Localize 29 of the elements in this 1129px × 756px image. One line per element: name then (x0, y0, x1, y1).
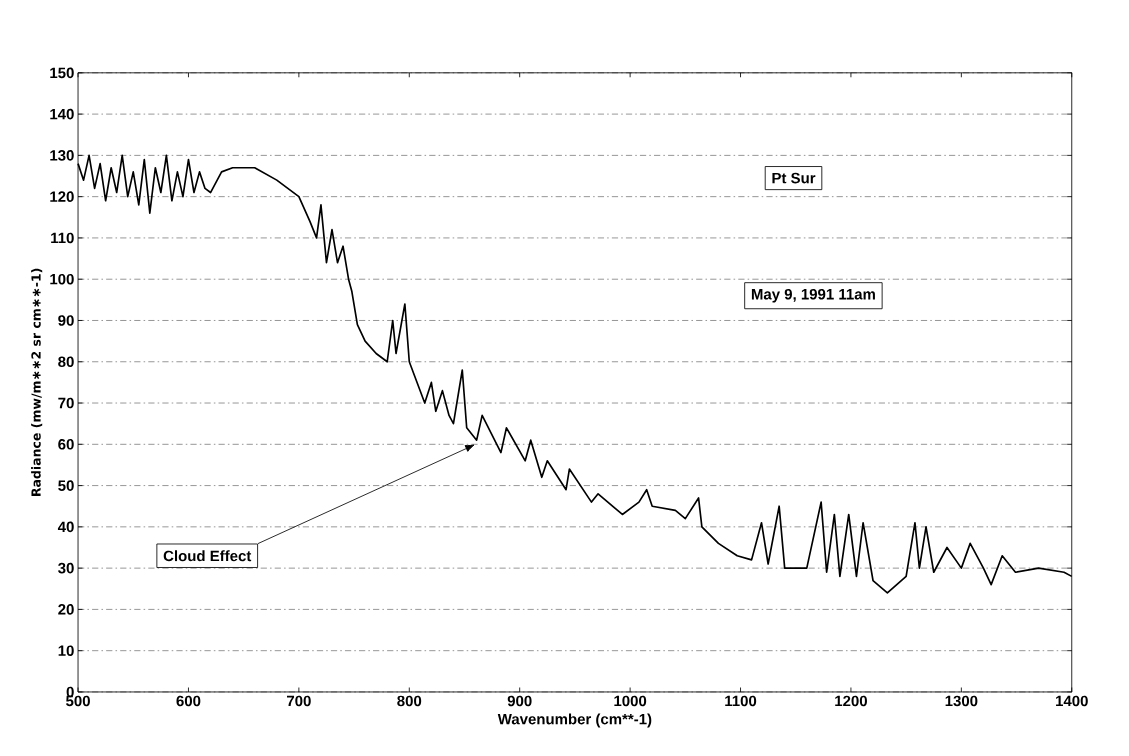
y-tick-label: 20 (58, 603, 74, 615)
y-tick-label: 10 (58, 645, 74, 656)
y-tick-label: 90 (58, 314, 74, 326)
annotation: Cloud Effect (163, 550, 252, 562)
x-tick-label: 1100 (725, 695, 757, 707)
x-axis-title: Wavenumber (cm**-1) (497, 713, 652, 728)
x-tick-label: 700 (287, 695, 311, 707)
y-tick-label: 30 (58, 562, 74, 574)
x-tick-label: 1400 (1056, 695, 1088, 707)
y-tick-label: 100 (50, 273, 74, 285)
x-tick-label: 1300 (945, 695, 978, 707)
y-tick-label: 40 (57, 521, 74, 532)
y-tick-label: 120 (50, 191, 74, 202)
x-tick-label: 800 (397, 695, 422, 707)
annotation: May 9, 1991 11am (751, 288, 875, 303)
y-tick-label: 50 (58, 480, 74, 491)
y-tick-label: 130 (50, 149, 74, 161)
y-tick-label: 150 (50, 67, 74, 78)
y-tick-label: 110 (51, 232, 74, 243)
y-tick-label: 80 (58, 356, 74, 367)
y-tick-label: 140 (50, 108, 74, 120)
y-tick-label: 70 (58, 397, 74, 409)
x-tick-label: 600 (176, 695, 201, 707)
y-axis-title: Radiance (mw/m∗∗2 sr cm∗∗-1) (31, 268, 43, 496)
y-tick-label: 60 (58, 438, 74, 450)
x-tick-label: 900 (507, 695, 532, 707)
x-tick-label: 1000 (614, 695, 647, 707)
annotation: Pt Sur (772, 172, 816, 184)
x-tick-label: 1200 (835, 695, 867, 707)
